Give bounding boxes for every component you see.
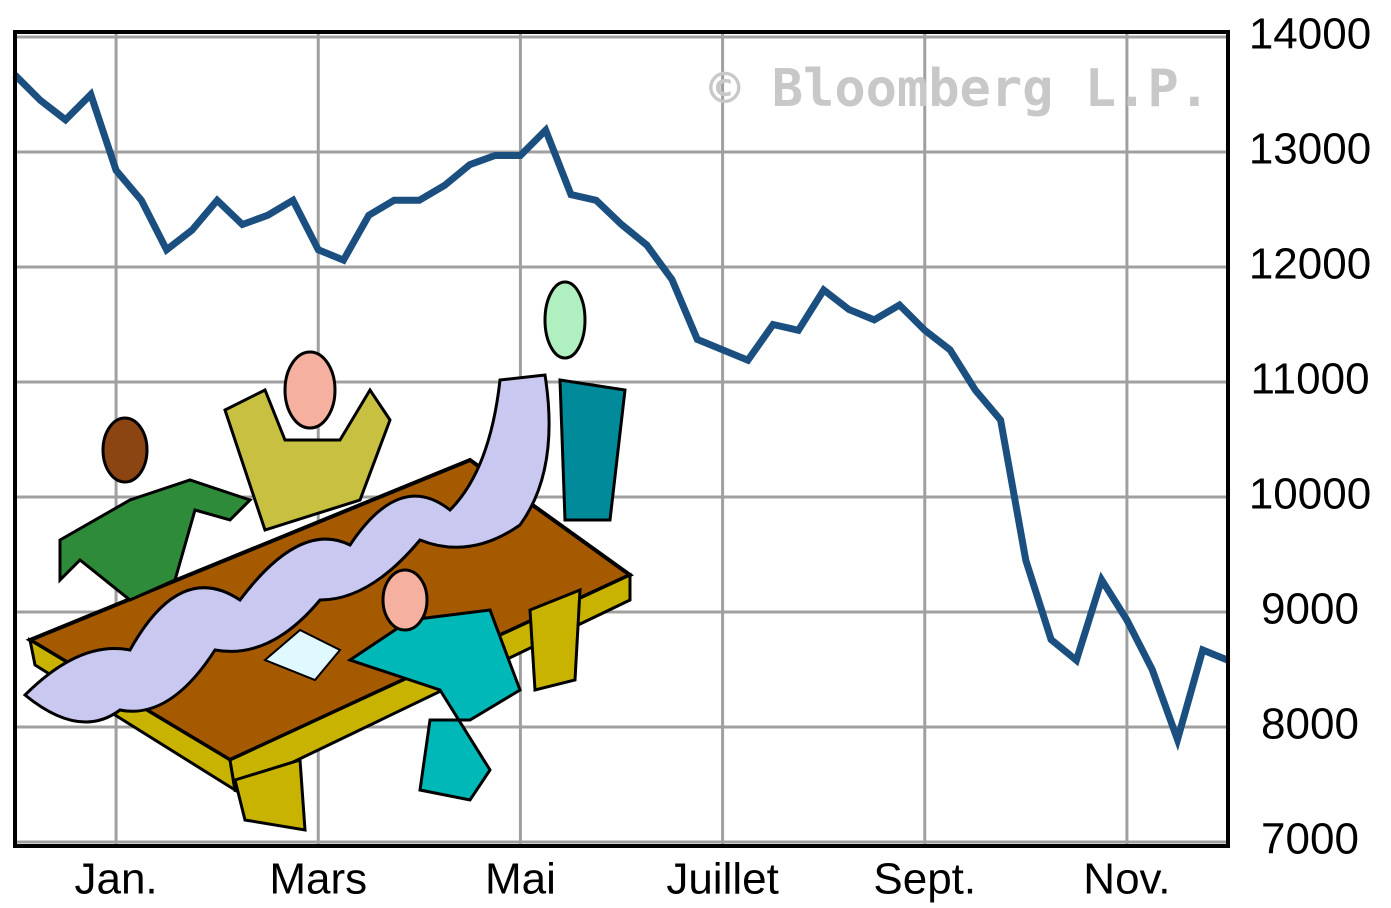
- y-tick-label: 9000: [1261, 585, 1359, 634]
- lines: [12, 72, 1230, 752]
- paper-strip: [22, 373, 551, 724]
- y-tick-label: 14000: [1249, 10, 1371, 59]
- person-head: [543, 280, 587, 360]
- watermark: © Bloomberg L.P.: [709, 59, 1210, 119]
- person: [346, 608, 522, 802]
- y-tick-label: 8000: [1261, 700, 1359, 749]
- person: [223, 387, 392, 532]
- person-head: [283, 350, 337, 430]
- labels: 7000 8000 9000 10000 11000 12000 13000 14000 Jan…: [74, 10, 1371, 904]
- y-tick-label: 12000: [1249, 240, 1371, 289]
- person: [58, 478, 253, 602]
- table-leg: [528, 587, 582, 692]
- person-head: [381, 568, 429, 632]
- person-head: [101, 416, 149, 484]
- x-tick-label: Nov.: [1083, 855, 1170, 904]
- x-tick-label: Mai: [485, 855, 556, 904]
- papers: [263, 628, 342, 682]
- person: [558, 378, 627, 522]
- plot-border: [13, 30, 1230, 848]
- clipart: [22, 280, 634, 832]
- y-tick-label: 10000: [1249, 470, 1371, 519]
- x-tick-label: Mars: [269, 855, 367, 904]
- y-tick-label: 13000: [1249, 125, 1371, 174]
- y-tick-label: 11000: [1250, 355, 1369, 404]
- data-line: [12, 72, 1230, 752]
- y-tick-label: 7000: [1261, 815, 1359, 864]
- x-tick-label: Sept.: [873, 855, 976, 904]
- table-leg: [233, 758, 307, 832]
- x-tick-label: Juillet: [666, 855, 779, 904]
- x-tick-label: Jan.: [74, 855, 157, 904]
